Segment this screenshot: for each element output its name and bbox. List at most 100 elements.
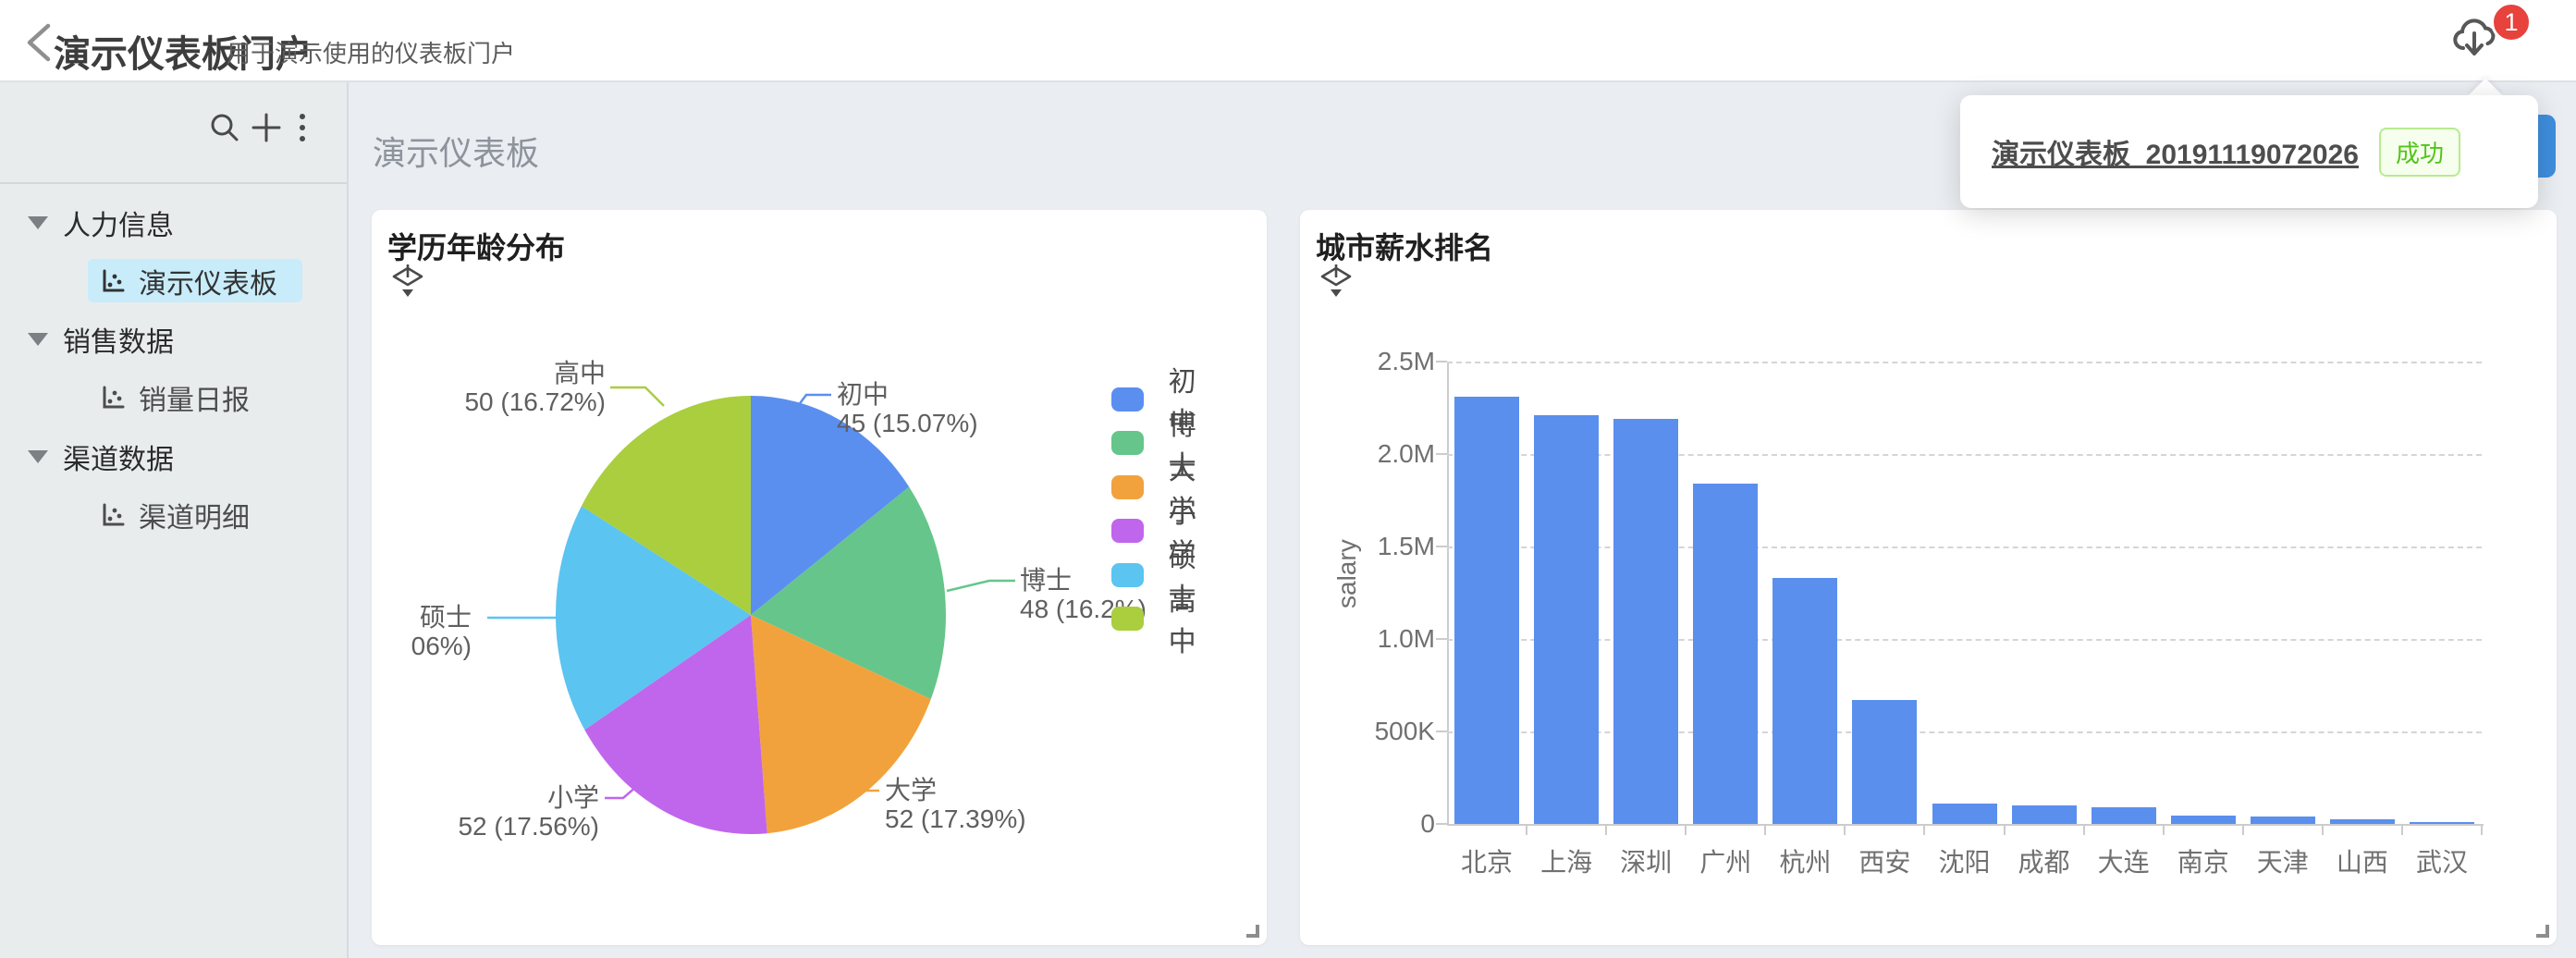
portal-subtitle: 用于演示使用的仪表板门户 bbox=[227, 40, 516, 68]
export-download-button[interactable] bbox=[2448, 13, 2500, 65]
pie-slice-小学[interactable] bbox=[584, 615, 767, 835]
tree-item-label: 渠道明细 bbox=[139, 502, 250, 534]
legend-swatch bbox=[1111, 519, 1144, 544]
drill-down-icon[interactable] bbox=[391, 264, 424, 301]
legend-item-博士[interactable]: 博士 bbox=[1111, 402, 1208, 484]
pie-chart-card: 学历年龄分布 初中 45 (15.07%) 博士 48 (16.2%) 大学 52 (… bbox=[372, 210, 1267, 945]
x-tick-mark bbox=[1764, 824, 1767, 835]
pie-card-title: 学历年龄分布 bbox=[387, 231, 566, 264]
x-tick-label: 西安 bbox=[1858, 848, 1911, 877]
bar-成都[interactable] bbox=[2011, 805, 2077, 824]
pie-slice-高中[interactable] bbox=[581, 396, 751, 615]
sidebar-group-channel[interactable]: 渠道数据 bbox=[0, 435, 347, 479]
pie-slice-博士[interactable] bbox=[751, 486, 946, 700]
y-tick-label: 1.5M bbox=[1377, 532, 1435, 560]
x-tick-mark bbox=[1526, 824, 1528, 835]
pie-slice-硕士[interactable] bbox=[555, 506, 751, 731]
bar-武汉[interactable] bbox=[2409, 821, 2474, 824]
app-header: 演示仪表板门户 用于演示使用的仪表板门户 bbox=[0, 0, 2576, 82]
y-tick-mark bbox=[1436, 546, 1447, 547]
x-tick-mark bbox=[2082, 824, 2085, 835]
card-resize-handle[interactable] bbox=[1246, 925, 1259, 938]
pie-slice-初中[interactable] bbox=[751, 396, 910, 615]
x-tick-mark bbox=[1844, 824, 1846, 835]
status-tag-success: 成功 bbox=[2378, 127, 2460, 177]
x-tick-mark bbox=[2241, 824, 2244, 835]
legend-item-高中[interactable]: 高中 bbox=[1111, 578, 1208, 659]
add-icon[interactable] bbox=[250, 111, 283, 144]
gridline bbox=[1447, 639, 2482, 641]
chart-icon bbox=[103, 503, 125, 525]
legend-swatch bbox=[1111, 474, 1144, 499]
pie-slice-大学[interactable] bbox=[751, 615, 931, 834]
bar-山西[interactable] bbox=[2329, 819, 2395, 824]
bar-西安[interactable] bbox=[1852, 700, 1918, 824]
bar-沈阳[interactable] bbox=[1932, 804, 1997, 824]
legend-label: 高中 bbox=[1168, 586, 1196, 657]
legend-label: 博士 bbox=[1168, 411, 1196, 483]
legend-label: 硕士 bbox=[1168, 542, 1196, 614]
chart-icon bbox=[103, 386, 125, 408]
legend-label: 大学 bbox=[1168, 454, 1196, 526]
sidebar-group-sales[interactable]: 销售数据 bbox=[0, 317, 347, 362]
sidebar-item-channel-detail[interactable]: 渠道明细 bbox=[88, 493, 302, 536]
pie-chart[interactable] bbox=[372, 210, 1267, 945]
bar-深圳[interactable] bbox=[1613, 419, 1679, 824]
gridline bbox=[1447, 547, 2482, 548]
sidebar-group-hr[interactable]: 人力信息 bbox=[0, 201, 347, 245]
pie-leader-lines bbox=[487, 386, 1015, 800]
legend-label: 小学 bbox=[1168, 498, 1196, 571]
caret-down-icon[interactable] bbox=[28, 450, 48, 463]
drill-down-icon[interactable] bbox=[1319, 264, 1353, 301]
bar-chart-card: 城市薪水排名 salary 0 500K 1.0M 1.5M 2.0M 2.5M 北京 上海深… bbox=[1300, 210, 2557, 945]
bar-杭州[interactable] bbox=[1773, 578, 1838, 824]
x-tick-mark bbox=[1923, 824, 1926, 835]
legend-item-硕士[interactable]: 硕士 bbox=[1111, 534, 1208, 616]
legend-swatch bbox=[1111, 387, 1144, 411]
bar-广州[interactable] bbox=[1693, 484, 1759, 824]
y-tick-mark bbox=[1436, 453, 1447, 455]
y-tick-label: 0 bbox=[1420, 809, 1435, 838]
pie-callout-gaozhong: 高中 50 (16.72%) bbox=[464, 359, 606, 416]
gridline bbox=[1447, 362, 2482, 363]
caret-down-icon[interactable] bbox=[28, 333, 48, 346]
bar-天津[interactable] bbox=[2250, 817, 2315, 824]
sidebar-item-demo-dashboard[interactable]: 演示仪表板 bbox=[88, 259, 302, 302]
x-tick-label: 天津 bbox=[2256, 848, 2309, 877]
more-kebab-icon[interactable] bbox=[294, 111, 311, 144]
back-button[interactable] bbox=[20, 20, 61, 65]
y-tick-label: 1.0M bbox=[1377, 624, 1435, 653]
bar-上海[interactable] bbox=[1534, 415, 1600, 824]
legend-item-初中[interactable]: 初中 bbox=[1111, 359, 1208, 440]
export-file-link[interactable]: 演示仪表板_20191119072026 bbox=[1992, 140, 2359, 170]
pie-callout-chuzhong: 初中 45 (15.07%) bbox=[837, 380, 978, 437]
notification-count-badge: 1 bbox=[2491, 2, 2532, 43]
x-axis-line bbox=[1447, 824, 2484, 826]
x-tick-label: 南京 bbox=[2177, 848, 2229, 877]
legend-item-小学[interactable]: 小学 bbox=[1111, 490, 1208, 571]
x-tick-mark bbox=[2162, 824, 2165, 835]
dashboard-title: 演示仪表板 bbox=[373, 134, 540, 172]
legend-swatch bbox=[1111, 562, 1144, 587]
y-tick-mark bbox=[1436, 361, 1447, 362]
pie-callout-shuoshi: 硕士 06%) bbox=[411, 603, 472, 660]
sidebar-item-sales-daily[interactable]: 销量日报 bbox=[88, 375, 302, 419]
bar-南京[interactable] bbox=[2170, 816, 2236, 824]
sidebar-divider bbox=[0, 182, 347, 184]
x-tick-label: 山西 bbox=[2336, 848, 2388, 877]
legend-item-大学[interactable]: 大学 bbox=[1111, 447, 1208, 528]
y-axis-line bbox=[1447, 362, 1449, 824]
cloud-download-icon bbox=[2453, 18, 2496, 55]
sidebar-toolbar bbox=[0, 82, 347, 182]
bar-card-title: 城市薪水排名 bbox=[1316, 231, 1494, 264]
x-tick-label: 武汉 bbox=[2415, 848, 2468, 877]
search-icon[interactable] bbox=[209, 112, 240, 143]
x-tick-mark bbox=[2321, 824, 2324, 835]
pie-callout-xiaoxue: 小学 52 (17.56%) bbox=[458, 783, 599, 841]
card-resize-handle[interactable] bbox=[2536, 925, 2549, 938]
chevron-left-icon bbox=[27, 23, 51, 62]
y-tick-label: 500K bbox=[1374, 717, 1435, 745]
caret-down-icon[interactable] bbox=[28, 216, 48, 229]
bar-北京[interactable] bbox=[1454, 397, 1520, 824]
bar-大连[interactable] bbox=[2091, 807, 2156, 824]
